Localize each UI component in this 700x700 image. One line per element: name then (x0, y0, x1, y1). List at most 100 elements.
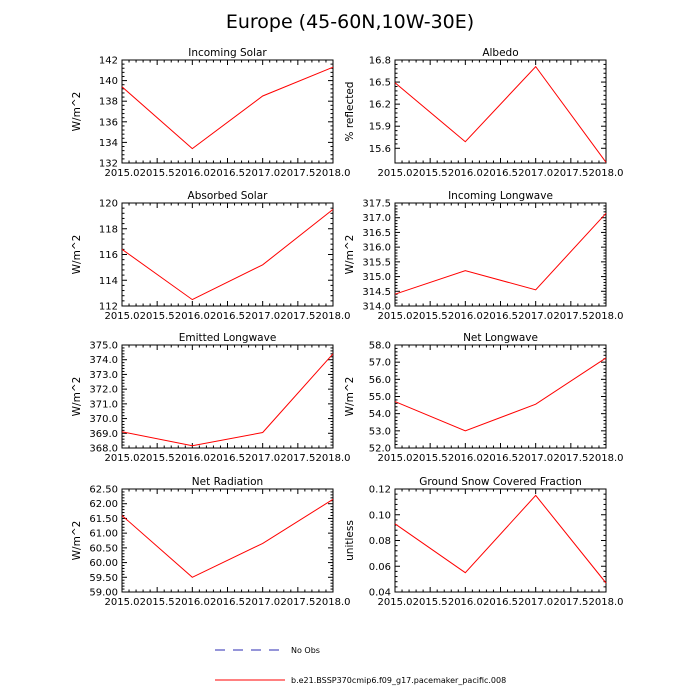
x-tick-label: 2016.0 (175, 597, 210, 608)
y-tick-label: 136 (99, 117, 118, 128)
series-line (121, 209, 334, 301)
y-tick-label: 118 (99, 224, 118, 235)
y-tick-label: 368.0 (89, 444, 118, 455)
x-tick-label: 2017.5 (553, 168, 588, 179)
y-tick-label: 314.0 (362, 302, 391, 313)
y-axis-label: W/m^2 (344, 235, 356, 275)
x-tick-label: 2015.0 (378, 311, 413, 322)
x-tick-label: 2016.5 (210, 168, 245, 179)
x-tick-label: 2018.0 (316, 311, 351, 322)
y-tick-label: 61.00 (89, 529, 118, 540)
y-tick-label: 371.0 (89, 399, 118, 410)
series-line (121, 353, 334, 447)
x-tick-label: 2017.5 (553, 311, 588, 322)
x-tick-label: 2018.0 (589, 168, 624, 179)
y-tick-label: 372.0 (89, 385, 118, 396)
panel-title: Net Radiation (192, 476, 263, 488)
plot-frame (121, 202, 334, 307)
x-tick-label: 2017.0 (245, 597, 280, 608)
x-tick-label: 2016.0 (448, 168, 483, 179)
y-tick-label: 317.0 (362, 213, 391, 224)
series-line (394, 357, 607, 432)
y-tick-label: 16.5 (369, 78, 391, 89)
panel-title: Incoming Longwave (448, 190, 553, 202)
x-tick-label: 2016.0 (175, 311, 210, 322)
y-tick-label: 370.0 (89, 414, 118, 425)
y-tick-label: 369.0 (89, 429, 118, 440)
x-tick-label: 2017.0 (245, 168, 280, 179)
legend: No Obs b.e21.BSSP370cmip6.f09_g17.pacema… (215, 646, 506, 685)
legend-series-label: b.e21.BSSP370cmip6.f09_g17.pacemaker_pac… (291, 676, 506, 685)
y-axis-label: W/m^2 (71, 377, 83, 417)
x-tick-label: 2018.0 (589, 453, 624, 464)
y-axis-label: W/m^2 (71, 521, 83, 561)
plot-frame (121, 488, 334, 593)
x-tick-label: 2015.5 (413, 168, 448, 179)
series-line (121, 66, 334, 150)
panel-title: Absorbed Solar (188, 190, 269, 202)
x-tick-label: 2017.0 (245, 311, 280, 322)
y-tick-label: 116 (99, 250, 118, 261)
x-tick-label: 2016.0 (448, 597, 483, 608)
series-line (121, 498, 334, 578)
y-tick-label: 0.04 (369, 588, 391, 599)
y-tick-label: 60.00 (89, 558, 118, 569)
y-tick-label: 62.00 (89, 499, 118, 510)
plot-frame (394, 202, 607, 307)
y-tick-label: 60.50 (89, 543, 118, 554)
y-tick-label: 16.2 (369, 100, 391, 111)
y-tick-label: 316.0 (362, 243, 391, 254)
x-tick-label: 2017.5 (553, 453, 588, 464)
x-tick-label: 2015.0 (378, 597, 413, 608)
x-tick-label: 2016.0 (175, 168, 210, 179)
y-tick-label: 140 (99, 76, 118, 87)
x-tick-label: 2015.0 (105, 311, 140, 322)
x-tick-label: 2016.5 (483, 453, 518, 464)
y-axis-label: unitless (344, 520, 356, 561)
x-tick-label: 2017.0 (518, 597, 553, 608)
x-tick-label: 2017.5 (280, 311, 315, 322)
x-tick-label: 2015.0 (105, 168, 140, 179)
y-tick-label: 0.10 (369, 510, 391, 521)
x-tick-label: 2015.0 (105, 453, 140, 464)
x-tick-label: 2016.5 (210, 597, 245, 608)
panel-7: 2015.0 2015.5 2016.0 2016.5 2017.0 2017.5 2018… (344, 476, 624, 608)
y-tick-label: 112 (99, 302, 118, 313)
panel-0: 2015.0 2015.5 2016.0 2016.5 2017.0 2017.5 2018… (71, 47, 351, 179)
panel-6: 2015.0 2015.5 2016.0 2016.5 2017.0 2017.5 2018… (71, 476, 351, 608)
x-tick-label: 2017.5 (280, 168, 315, 179)
y-tick-label: 59.00 (89, 588, 118, 599)
x-tick-label: 2016.5 (210, 453, 245, 464)
y-tick-label: 0.12 (369, 485, 391, 496)
panels: 2015.0 2015.5 2016.0 2016.5 2017.0 2017.5 2018… (71, 47, 624, 608)
y-tick-label: 0.06 (369, 562, 391, 573)
y-tick-label: 61.50 (89, 514, 118, 525)
x-tick-label: 2015.5 (413, 311, 448, 322)
series-line (394, 212, 607, 295)
plot-frame (121, 344, 334, 449)
panel-1: 2015.0 2015.5 2016.0 2016.5 2017.0 2017.5 2018… (344, 47, 624, 179)
y-tick-label: 138 (99, 97, 118, 108)
y-tick-label: 315.5 (362, 257, 391, 268)
y-tick-label: 317.5 (362, 199, 391, 210)
y-tick-label: 57.0 (369, 358, 391, 369)
plot-frame (394, 59, 607, 164)
y-tick-label: 114 (99, 276, 118, 287)
y-tick-label: 134 (99, 138, 118, 149)
x-tick-label: 2018.0 (316, 453, 351, 464)
y-tick-label: 375.0 (89, 341, 118, 352)
x-tick-label: 2017.5 (280, 453, 315, 464)
y-tick-label: 316.5 (362, 228, 391, 239)
x-tick-label: 2016.5 (483, 597, 518, 608)
y-tick-label: 0.08 (369, 536, 391, 547)
y-axis-label: W/m^2 (71, 92, 83, 132)
y-axis-label: W/m^2 (344, 377, 356, 417)
y-tick-label: 15.9 (369, 122, 391, 133)
x-tick-label: 2015.5 (140, 168, 175, 179)
y-axis-label: % reflected (344, 82, 356, 142)
y-tick-label: 59.50 (89, 573, 118, 584)
x-tick-label: 2015.5 (413, 597, 448, 608)
x-tick-label: 2015.5 (140, 597, 175, 608)
y-tick-label: 52.0 (369, 444, 391, 455)
